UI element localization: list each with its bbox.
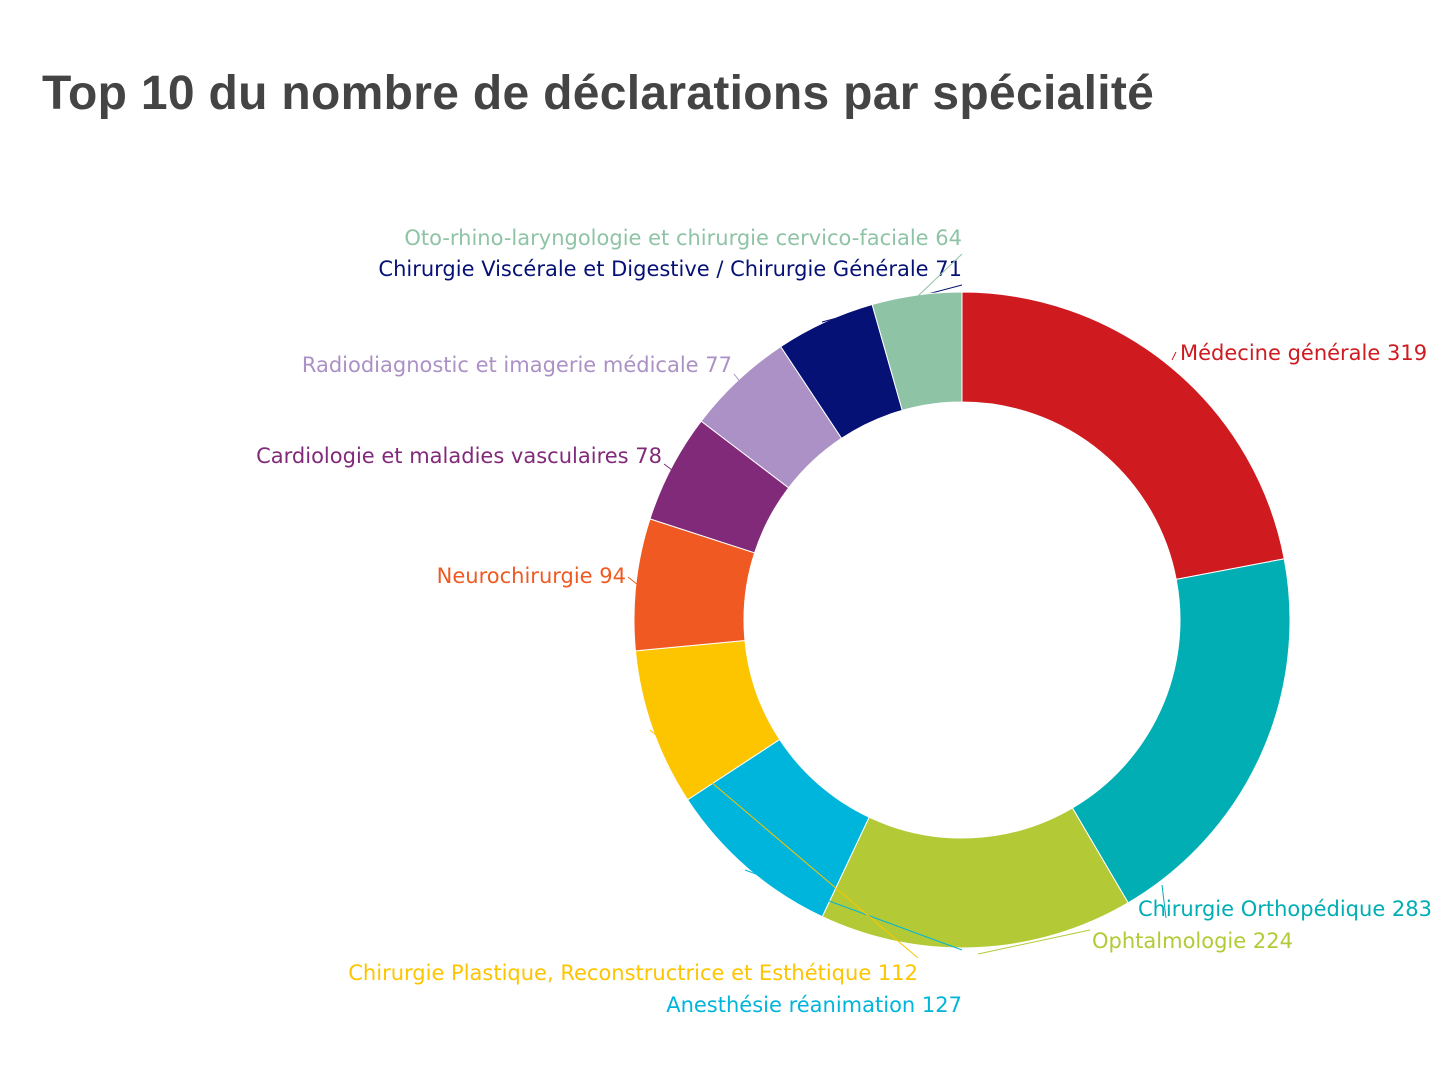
data-label: Chirurgie Orthopédique 283 (1138, 897, 1432, 921)
donut-slice (821, 807, 1129, 949)
donut-slice (961, 291, 1285, 580)
leader-line (1171, 351, 1177, 361)
data-label: Chirurgie Plastique, Reconstructrice et … (348, 961, 918, 985)
leader-line (1161, 884, 1167, 919)
leader-line (744, 869, 963, 951)
leader-line (627, 576, 639, 586)
leader-line (663, 463, 673, 471)
leader-line (733, 373, 743, 385)
leader-line (649, 729, 919, 959)
data-label: Radiodiagnostic et imagerie médicale 77 (302, 353, 732, 377)
donut-slice (1071, 558, 1291, 904)
data-label: Anesthésie réanimation 127 (666, 993, 962, 1017)
data-label: Oto-rhino-laryngologie et chirurgie cerv… (404, 226, 962, 250)
leader-line (917, 253, 963, 297)
data-label: Ophtalmologie 224 (1092, 929, 1293, 953)
data-label: Neurochirurgie 94 (437, 564, 626, 588)
data-label: Médecine générale 319 (1180, 341, 1427, 365)
data-label: Chirurgie Viscérale et Digestive / Chiru… (378, 257, 962, 281)
donut-slice (871, 291, 963, 411)
data-label: Cardiologie et maladies vasculaires 78 (256, 444, 662, 468)
leader-line (977, 929, 1091, 955)
chart-title: Top 10 du nombre de déclarations par spé… (42, 67, 1155, 120)
